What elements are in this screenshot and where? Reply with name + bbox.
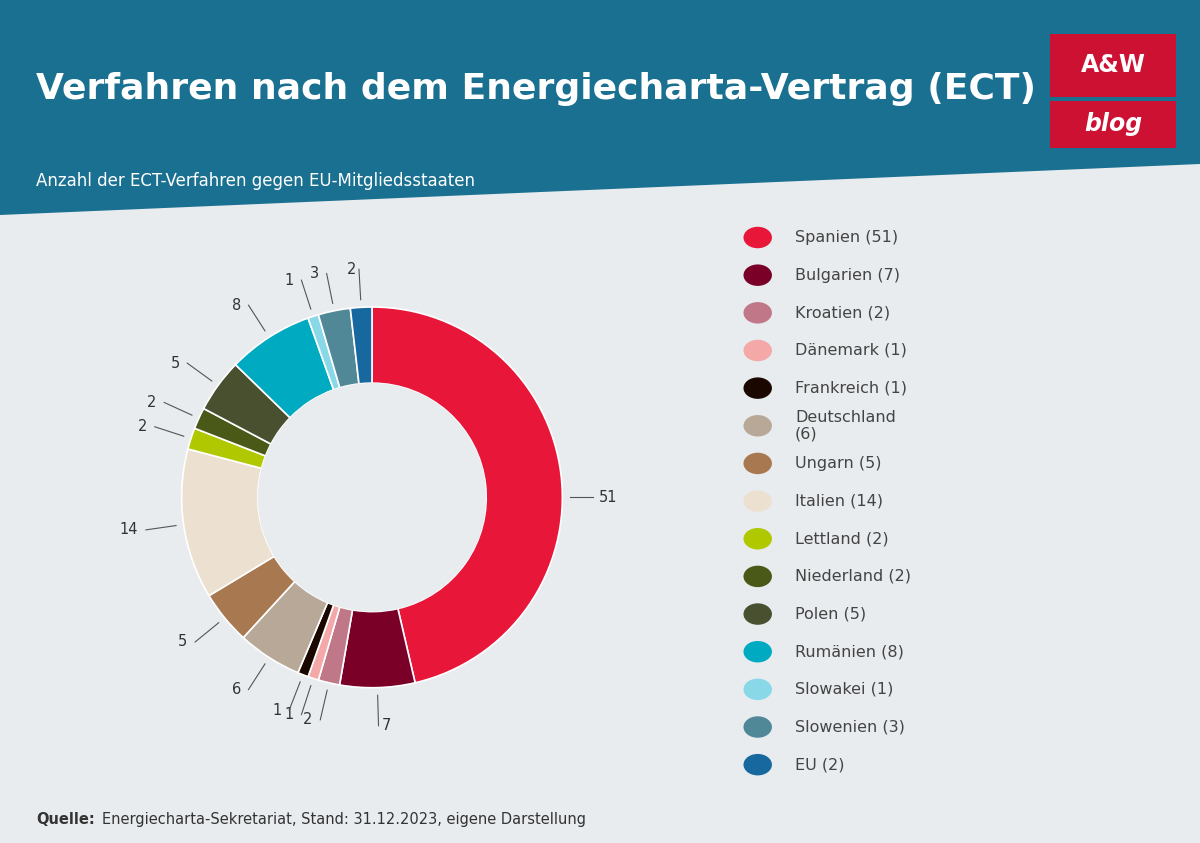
Text: 2: 2 <box>148 395 157 410</box>
Wedge shape <box>209 556 295 637</box>
Text: Rumänien (8): Rumänien (8) <box>794 644 904 659</box>
Ellipse shape <box>744 453 772 474</box>
Ellipse shape <box>744 340 772 361</box>
Wedge shape <box>194 409 271 456</box>
Text: EU (2): EU (2) <box>794 757 845 772</box>
Ellipse shape <box>744 415 772 437</box>
Text: blog: blog <box>1084 112 1142 137</box>
Text: Anzahl der ECT-Verfahren gegen EU-Mitgliedsstaaten: Anzahl der ECT-Verfahren gegen EU-Mitgli… <box>36 172 475 191</box>
Text: Deutschland
(6): Deutschland (6) <box>794 410 896 442</box>
Text: 7: 7 <box>382 718 391 733</box>
Wedge shape <box>244 582 328 673</box>
Text: Bulgarien (7): Bulgarien (7) <box>794 268 900 282</box>
Text: Italien (14): Italien (14) <box>794 494 883 508</box>
Text: 1: 1 <box>272 703 282 717</box>
Text: 2: 2 <box>138 419 148 434</box>
Wedge shape <box>308 314 340 389</box>
Ellipse shape <box>744 265 772 286</box>
Text: 2: 2 <box>304 712 313 728</box>
Ellipse shape <box>744 717 772 738</box>
Wedge shape <box>350 307 372 384</box>
Wedge shape <box>318 309 359 388</box>
Text: Slowenien (3): Slowenien (3) <box>794 720 905 734</box>
Text: Slowakei (1): Slowakei (1) <box>794 682 893 697</box>
Ellipse shape <box>744 641 772 663</box>
Text: Ungarn (5): Ungarn (5) <box>794 456 882 471</box>
Text: 1: 1 <box>284 707 294 722</box>
Ellipse shape <box>744 604 772 625</box>
Text: 6: 6 <box>232 682 241 697</box>
Wedge shape <box>235 318 334 418</box>
Wedge shape <box>188 428 265 469</box>
Text: 51: 51 <box>599 490 617 505</box>
Ellipse shape <box>744 754 772 776</box>
Text: 1: 1 <box>284 272 294 287</box>
Ellipse shape <box>744 302 772 324</box>
Ellipse shape <box>744 491 772 512</box>
Wedge shape <box>340 609 415 688</box>
Text: 5: 5 <box>170 356 180 371</box>
Text: 14: 14 <box>120 523 138 537</box>
Text: Polen (5): Polen (5) <box>794 607 866 621</box>
Text: Kroatien (2): Kroatien (2) <box>794 305 890 320</box>
Wedge shape <box>372 307 563 683</box>
Text: Frankreich (1): Frankreich (1) <box>794 381 907 395</box>
Text: Energiecharta-Sekretariat, Stand: 31.12.2023, eigene Darstellung: Energiecharta-Sekretariat, Stand: 31.12.… <box>102 812 586 827</box>
Text: A&W: A&W <box>1080 53 1146 78</box>
Text: Lettland (2): Lettland (2) <box>794 531 888 546</box>
Text: 3: 3 <box>310 266 319 281</box>
Ellipse shape <box>744 566 772 587</box>
Text: 2: 2 <box>347 262 356 277</box>
Wedge shape <box>298 603 334 677</box>
Wedge shape <box>181 449 274 596</box>
Text: Dänemark (1): Dänemark (1) <box>794 343 907 358</box>
Ellipse shape <box>744 378 772 399</box>
Ellipse shape <box>744 679 772 700</box>
Text: 8: 8 <box>232 298 241 313</box>
Wedge shape <box>308 605 340 680</box>
Ellipse shape <box>744 227 772 248</box>
Text: Quelle:: Quelle: <box>36 812 95 827</box>
Text: 5: 5 <box>179 635 187 649</box>
Ellipse shape <box>744 528 772 550</box>
Wedge shape <box>318 607 353 685</box>
Text: Niederland (2): Niederland (2) <box>794 569 911 584</box>
Text: Spanien (51): Spanien (51) <box>794 230 898 245</box>
Circle shape <box>258 384 486 611</box>
Wedge shape <box>204 365 290 444</box>
Text: Verfahren nach dem Energiecharta-Vertrag (ECT): Verfahren nach dem Energiecharta-Vertrag… <box>36 72 1036 105</box>
